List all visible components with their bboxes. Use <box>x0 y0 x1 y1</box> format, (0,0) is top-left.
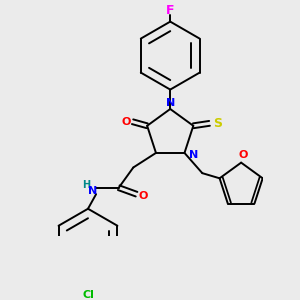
Text: Cl: Cl <box>82 290 94 299</box>
Text: F: F <box>166 4 175 17</box>
Text: S: S <box>213 117 222 130</box>
Text: N: N <box>166 98 175 107</box>
Text: O: O <box>239 149 248 160</box>
Text: H: H <box>82 180 90 190</box>
Text: N: N <box>88 186 98 196</box>
Text: O: O <box>122 117 131 127</box>
Text: O: O <box>138 191 148 201</box>
Text: N: N <box>188 150 198 160</box>
